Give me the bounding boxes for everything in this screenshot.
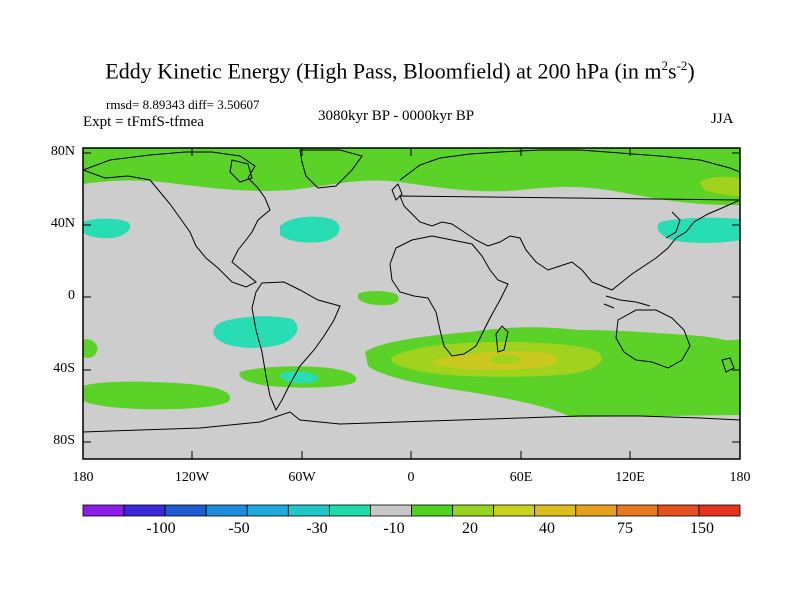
title-superscript-2: -2 xyxy=(676,58,688,73)
colorbar xyxy=(82,504,741,517)
colorbar-box xyxy=(452,504,495,517)
lat-label-40n: 40N xyxy=(50,216,75,231)
colorbar-box xyxy=(164,504,207,517)
colorbar-label-1: -100 xyxy=(146,520,176,537)
lat-label-80n: 80N xyxy=(50,144,75,159)
colorbar-label-5: 20 xyxy=(462,520,478,537)
colorbar-box xyxy=(328,504,371,517)
negative-patch-north-pacific-east xyxy=(657,217,740,243)
lon-ticks xyxy=(191,148,631,459)
colorbar-box xyxy=(82,504,125,517)
colorbar-label-6: 40 xyxy=(539,520,555,537)
colorbar-box xyxy=(123,504,166,517)
colorbar-label-3: -30 xyxy=(306,520,328,537)
colorbar-label-4: -10 xyxy=(383,520,405,537)
colorbar-box xyxy=(534,504,577,517)
colorbar-box xyxy=(698,504,741,517)
positive-band-north xyxy=(83,148,740,206)
colorbar-box xyxy=(616,504,659,517)
period-label: 3080kyr BP - 0000kyr BP xyxy=(318,108,475,124)
title-unit-s: s xyxy=(668,58,677,84)
colorbar-label-8: 150 xyxy=(690,520,714,537)
lon-label-0: 0 xyxy=(407,470,415,485)
lon-label-180e: 180 xyxy=(729,470,751,485)
lon-label-60e: 60E xyxy=(509,470,533,485)
lon-label-120w: 120W xyxy=(174,470,210,485)
positive-patch-south-pacific-east xyxy=(706,339,740,359)
colorbar-box xyxy=(493,504,536,517)
positive-patch-south-pacific-west xyxy=(83,339,98,358)
colorbar-box xyxy=(205,504,248,517)
title-end: ) xyxy=(687,58,695,84)
lat-label-0: 0 xyxy=(68,288,75,303)
rmsd-stats: rmsd= 8.89343 diff= 3.50607 xyxy=(106,97,260,112)
map-field xyxy=(83,148,740,459)
positive-north-pacific-core xyxy=(700,176,740,196)
colorbar-box xyxy=(411,504,453,517)
lon-label-180w: 180 xyxy=(72,470,94,485)
positive-patch-tropical-atlantic xyxy=(358,291,399,306)
colorbar-box xyxy=(370,504,412,517)
negative-patch-north-pacific-west xyxy=(83,218,131,239)
positive-patch-southeast-pacific xyxy=(83,381,231,410)
colorbar-box xyxy=(246,504,289,517)
colorbar-label-2: -50 xyxy=(228,520,250,537)
season-label: JJA xyxy=(711,111,734,127)
title-superscript-1: 2 xyxy=(661,58,669,73)
colorbar-box xyxy=(287,504,330,517)
positive-high-spot xyxy=(490,354,521,364)
colorbar-box xyxy=(657,504,700,517)
colorbar-label-7: 75 xyxy=(617,520,633,537)
plot-title: Eddy Kinetic Energy (High Pass, Bloomfie… xyxy=(0,58,800,84)
lat-label-80s: 80S xyxy=(53,433,75,448)
lat-ticks xyxy=(83,152,740,443)
colorbar-box xyxy=(575,504,618,517)
lon-label-60w: 60W xyxy=(288,470,316,485)
negative-patch-south-pacific xyxy=(213,316,298,348)
negative-patch-north-atlantic xyxy=(280,216,340,243)
experiment-label: Expt = tFmfS-tfmea xyxy=(83,114,204,130)
coastlines xyxy=(83,149,740,433)
negative-patch-south-america xyxy=(279,371,319,384)
lat-label-40s: 40S xyxy=(53,361,75,376)
lon-label-120e: 120E xyxy=(615,470,645,485)
title-main: Eddy Kinetic Energy (High Pass, Bloomfie… xyxy=(105,58,662,84)
